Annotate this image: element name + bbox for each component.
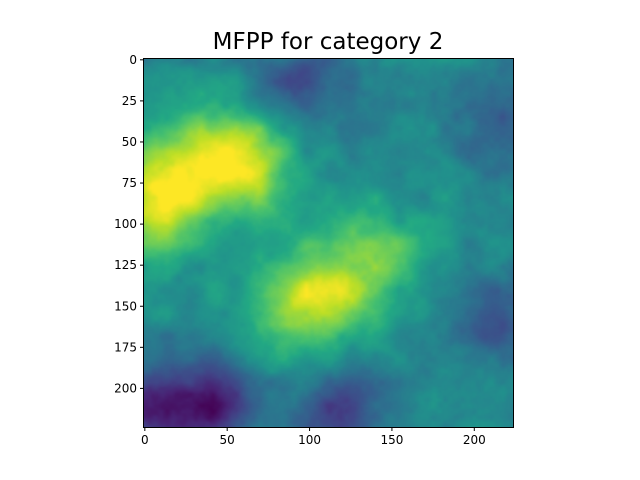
x-tick-label: 0 (141, 433, 149, 447)
y-tick-label: 200 (114, 381, 137, 395)
y-tick-label: 25 (122, 94, 137, 108)
y-tick-label: 125 (114, 258, 137, 272)
y-tick-label: 175 (114, 340, 137, 354)
plot-frame (143, 58, 514, 428)
heatmap-image (143, 58, 514, 428)
y-tick-label: 50 (122, 135, 137, 149)
y-tick-label: 0 (129, 53, 137, 67)
y-tick-label: 75 (122, 176, 137, 190)
y-axis: 0 25 50 75 100 125 150 175 200 (114, 53, 144, 395)
x-tick-label: 50 (220, 433, 235, 447)
x-axis: 0 50 100 150 200 (141, 427, 486, 447)
x-tick-label: 150 (380, 433, 403, 447)
x-tick-label: 100 (298, 433, 321, 447)
y-tick-label: 100 (114, 217, 137, 231)
heatmap-canvas-container (143, 58, 514, 428)
x-tick-label: 200 (463, 433, 486, 447)
chart-title: MFPP for category 2 (213, 29, 444, 55)
y-tick-label: 150 (114, 299, 137, 313)
